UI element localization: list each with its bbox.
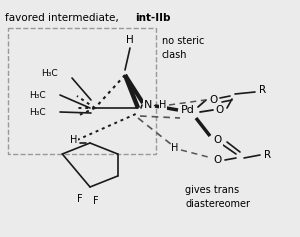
Text: diastereomer: diastereomer: [185, 199, 250, 209]
Text: R: R: [260, 85, 267, 95]
Text: H: H: [70, 135, 78, 145]
Text: R: R: [264, 150, 272, 160]
Text: F: F: [77, 194, 83, 204]
Text: gives trans: gives trans: [185, 185, 239, 195]
Text: int-IIb: int-IIb: [135, 13, 170, 23]
Text: Pd: Pd: [181, 105, 195, 115]
Text: O: O: [214, 135, 222, 145]
Text: H₃C: H₃C: [29, 91, 46, 100]
Text: O: O: [209, 95, 217, 105]
Text: O: O: [214, 155, 222, 165]
Text: O: O: [216, 105, 224, 115]
Text: H: H: [126, 35, 134, 45]
Text: N: N: [144, 100, 152, 110]
Text: no steric: no steric: [162, 36, 204, 46]
Text: F: F: [93, 196, 99, 206]
Text: H₃C: H₃C: [29, 108, 46, 117]
Text: H: H: [171, 143, 179, 153]
Text: H: H: [159, 100, 167, 110]
Text: favored intermediate,: favored intermediate,: [5, 13, 122, 23]
Text: clash: clash: [162, 50, 188, 60]
Text: H₃C: H₃C: [41, 69, 58, 78]
